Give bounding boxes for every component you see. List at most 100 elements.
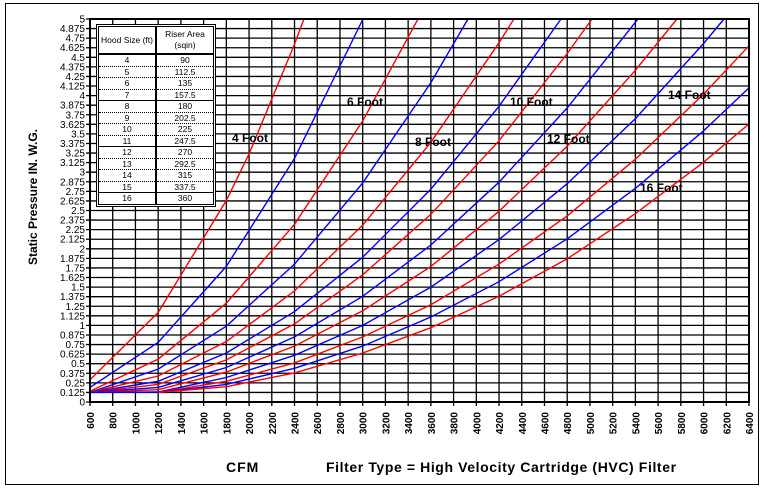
y-tick-label: 1 (79, 321, 85, 332)
x-tick-label: 1200 (154, 412, 165, 435)
legend-row: 8 180 (99, 100, 213, 112)
x-tick-label: 1600 (200, 412, 211, 435)
curve-13-foot (89, 18, 725, 394)
x-tick-label: 1400 (177, 412, 188, 435)
curve-label-4ft: 4 Foot (232, 131, 268, 145)
curves (89, 18, 750, 394)
y-tick-label: 2.875 (60, 177, 85, 188)
y-tick-label: 1.375 (60, 292, 85, 303)
riser-area-cell: 112.5 (156, 65, 213, 78)
curve-label-10ft: 10 Foot (510, 95, 553, 109)
hood-size-cell: 16 (99, 192, 157, 204)
x-axis-title: CFM (226, 459, 260, 475)
y-tick-label: 1.75 (66, 263, 86, 274)
x-tick-label: 3000 (359, 412, 370, 435)
curve-8-foot (89, 18, 515, 394)
hood-size-cell: 13 (99, 157, 157, 170)
curve-5-foot (89, 18, 364, 388)
x-tick-label: 6000 (700, 412, 711, 435)
x-tick-label: 4600 (540, 412, 551, 435)
header-hood-size: Hood Size (ft) (99, 27, 157, 55)
x-tick-label: 5800 (677, 412, 688, 435)
curve-10-foot (89, 18, 593, 394)
curve-4-foot (89, 18, 305, 381)
header-riser-area: Riser Area (sqin) (156, 27, 213, 55)
hood-size-cell: 14 (99, 169, 157, 181)
y-tick-label: 1.125 (60, 311, 85, 322)
legend-row: 7 157.5 (99, 88, 213, 101)
y-tick-label: 1.625 (60, 273, 85, 284)
x-tick-labels: 600 800 1000 1200 1400 1600 1800 2000 2200 2400 26… (86, 412, 756, 435)
y-tick-label: 0 (79, 398, 85, 409)
riser-area-cell: 270 (156, 146, 213, 158)
y-axis-title: Static Pressure IN. W.G. (26, 128, 40, 266)
y-tick-label: 3.5 (71, 129, 85, 140)
y-tick-label: 2.25 (66, 225, 86, 236)
curve-label-12ft: 12 Foot (547, 132, 590, 146)
x-tick-label: 6400 (745, 412, 756, 435)
legend-row: 13 292.5 (99, 157, 213, 170)
x-tick-label: 3400 (404, 412, 415, 435)
x-tick-label: 3600 (427, 412, 438, 435)
x-tick-label: 1800 (222, 412, 233, 435)
x-tick-label: 2800 (336, 412, 347, 435)
hood-size-cell: 5 (99, 65, 157, 78)
filter-type-caption: Filter Type = High Velocity Cartridge (H… (326, 459, 677, 475)
y-tick-label: 4.75 (66, 34, 86, 45)
x-tick-label: 2200 (268, 412, 279, 435)
y-tick-label: 4 (79, 91, 85, 102)
x-tick-label: 2000 (245, 412, 256, 435)
curve-15-foot (158, 87, 750, 394)
x-tick-label: 5000 (586, 412, 597, 435)
y-tick-label: 3.75 (66, 110, 86, 121)
legend-row: 9 202.5 (99, 111, 213, 124)
legend-row: 11 247.5 (99, 134, 213, 147)
x-tick-label: 4000 (472, 412, 483, 435)
hood-size-cell: 4 (99, 53, 157, 66)
chart-frame (5, 3, 759, 485)
x-tick-label: 3800 (450, 412, 461, 435)
hood-size-cell: 10 (99, 123, 157, 135)
x-tick-label: 1000 (131, 412, 142, 435)
y-tick-label: 3 (79, 168, 85, 179)
y-tick-label: 4.125 (60, 82, 85, 93)
y-tick-label: 1.875 (60, 254, 85, 265)
y-tick-label: 2.375 (60, 216, 85, 227)
hood-size-legend-table: Hood Size (ft) Riser Area (sqin) 4 90 5 112… (96, 24, 216, 207)
y-tick-label: 3.625 (60, 120, 85, 131)
y-tick-label: 4.875 (60, 24, 85, 35)
y-tick-label: 4.5 (71, 53, 85, 64)
riser-area-cell: 360 (156, 192, 213, 204)
riser-area-cell: 202.5 (156, 111, 213, 124)
legend-row: 5 112.5 (99, 65, 213, 78)
y-tick-label: 3.875 (60, 101, 85, 112)
x-tick-label: 5600 (654, 412, 665, 435)
y-tick-label: 5 (79, 15, 85, 26)
y-tick-label: 0.25 (66, 378, 86, 389)
legend-row: 6 135 (99, 77, 213, 89)
legend-row: 16 360 (99, 192, 213, 204)
legend-row: 4 90 (99, 53, 213, 66)
x-tick-label: 800 (109, 412, 120, 429)
riser-area-cell: 315 (156, 169, 213, 181)
x-tick-label: 4400 (518, 412, 529, 435)
x-tick-label: 3200 (381, 412, 392, 435)
y-tick-label: 1.25 (66, 302, 86, 313)
curve-12-foot (89, 18, 678, 394)
y-tick-label: 4.375 (60, 62, 85, 73)
y-tick-label: 0.75 (66, 340, 86, 351)
riser-area-cell: 337.5 (156, 180, 213, 193)
y-tick-label: 0.625 (60, 350, 85, 361)
y-tick-label: 2.75 (66, 187, 86, 198)
curve-16-foot (158, 123, 750, 394)
x-tick-label: 5400 (631, 412, 642, 435)
curve-11-foot (89, 18, 639, 394)
y-tick-label: 0.375 (60, 369, 85, 380)
riser-area-cell: 90 (156, 53, 213, 66)
y-tick-label: 2 (79, 244, 85, 255)
x-tick-label: 600 (86, 412, 97, 429)
legend-row: 15 337.5 (99, 180, 213, 193)
riser-area-cell: 225 (156, 123, 213, 135)
plot-border (89, 18, 750, 403)
riser-area-cell: 180 (156, 100, 213, 112)
